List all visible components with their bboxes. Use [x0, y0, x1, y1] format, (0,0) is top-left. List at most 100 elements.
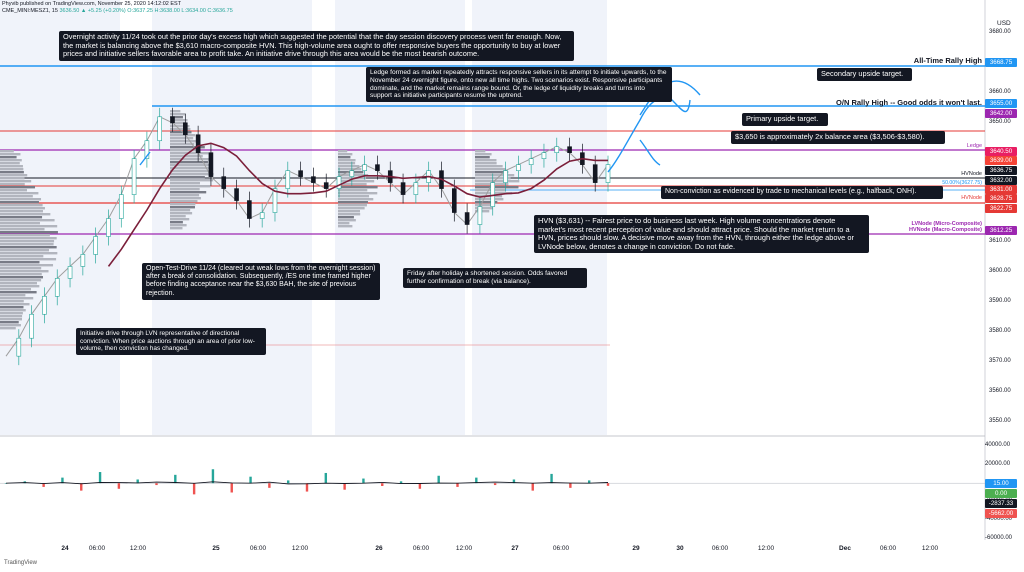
hvnode-mc-label: HVNode (Macro-Composite)	[908, 227, 982, 233]
volume-profile-bar	[170, 215, 186, 218]
volume-profile-bar	[170, 209, 191, 212]
volume-profile-bar	[170, 170, 209, 173]
volume-profile-bar	[0, 219, 55, 222]
volume-profile-bar	[0, 228, 45, 231]
volume-profile-bar	[475, 150, 486, 153]
volume-profile-bar	[338, 201, 368, 204]
volume-profile-bar	[0, 309, 26, 312]
time-axis-label: 26	[375, 545, 383, 552]
osc-bar	[286, 480, 290, 484]
volume-profile-bar	[170, 134, 196, 137]
volume-profile-bar	[0, 189, 27, 192]
osc-bar	[230, 483, 233, 493]
volume-profile-bar	[170, 128, 191, 131]
chart-header: Phyvib published on TradingView.com, Nov…	[2, 1, 233, 15]
candle-body	[234, 188, 239, 201]
price-pill: 3655.00	[985, 99, 1017, 108]
halfback-label: 50.00%(3627.75)	[942, 180, 982, 186]
symbol-label[interactable]: CME_MINI:MESZ1, 15	[2, 8, 58, 14]
price-pill: 3628.75	[985, 194, 1017, 203]
candle-body	[42, 296, 47, 315]
note-overnight-activity: Overnight activity 11/24 took out the pr…	[59, 31, 574, 61]
price-pill: 3642.00	[985, 109, 1017, 118]
volume-profile-bar	[0, 267, 42, 270]
volume-profile-bar	[0, 204, 43, 207]
volume-profile-bar	[0, 150, 14, 153]
volume-profile-bar	[0, 294, 26, 297]
volume-profile-bar	[0, 234, 50, 237]
volume-profile-bar	[0, 165, 23, 168]
volume-profile-bar	[170, 125, 190, 128]
candle-body	[375, 164, 380, 171]
volume-profile-bar	[0, 270, 49, 273]
volume-profile-bar	[170, 167, 212, 170]
osc-bar	[475, 477, 478, 484]
osc-bar	[155, 483, 158, 486]
volume-profile-bar	[0, 264, 54, 267]
candle-body	[170, 116, 175, 124]
osc-pill: -5662.00	[985, 509, 1017, 518]
price-axis-label: 3560.00	[989, 388, 1011, 395]
volume-profile-bar	[0, 216, 43, 219]
volume-profile-bar	[0, 318, 23, 321]
candle-body	[106, 218, 111, 237]
time-axis-label: 06:00	[412, 545, 430, 552]
volume-profile-bar	[0, 222, 40, 225]
volume-profile-bar	[338, 153, 353, 156]
volume-profile-bar	[0, 312, 23, 315]
time-axis-label: 06:00	[552, 545, 570, 552]
volume-profile-bar	[170, 179, 214, 182]
volume-profile-bar	[170, 143, 195, 146]
volume-profile-bar	[0, 297, 34, 300]
hvnode-label-1: HVNode	[961, 171, 982, 177]
time-axis-label: 12:00	[291, 545, 309, 552]
volume-profile-bar	[0, 243, 54, 246]
volume-profile-bar	[170, 119, 188, 122]
price-pill: 3636.75	[985, 166, 1017, 175]
volume-profile-bar	[338, 198, 374, 201]
note-friday: Friday after holiday a shortened session…	[403, 268, 587, 288]
onh-label: O/N Rally High -- Good odds it won't las…	[836, 98, 982, 107]
volume-profile-bar	[475, 186, 519, 189]
volume-profile-bar	[170, 182, 200, 185]
volume-profile-bar	[0, 306, 24, 309]
volume-profile-bar	[0, 183, 25, 186]
volume-profile-bar	[170, 131, 192, 134]
volume-profile-bar	[170, 146, 205, 149]
volume-profile-bar	[338, 165, 360, 168]
candle-body	[464, 212, 470, 225]
time-axis-label: 12:00	[757, 545, 775, 552]
candle-body	[247, 200, 252, 219]
volume-profile-bar	[338, 204, 367, 207]
osc-signal-line	[5, 481, 609, 485]
price-axis-label: 3580.00	[989, 328, 1011, 335]
time-axis-label: 06:00	[711, 545, 729, 552]
volume-profile-bar	[0, 180, 32, 183]
candle-body	[311, 176, 316, 183]
osc-bar	[362, 478, 365, 484]
volume-profile-bar	[0, 273, 42, 276]
volume-profile-bar	[475, 171, 509, 174]
osc-axis-label: 40000.00	[985, 442, 1011, 448]
candle-body	[336, 176, 342, 189]
volume-profile-bar	[0, 198, 42, 201]
volume-profile-bar	[0, 249, 49, 252]
ath-label: All-Time Rally High	[913, 56, 982, 65]
note-primary-target: Primary upside target.	[742, 113, 828, 126]
time-axis-label: 27	[511, 545, 519, 552]
volume-profile-bar	[475, 168, 506, 171]
volume-profile-bar	[338, 216, 354, 219]
volume-profile-bar	[170, 116, 183, 119]
lvnode-label: LVNode (Micro-Composite)	[911, 221, 982, 227]
time-axis-label: 29	[632, 545, 640, 552]
volume-profile-bar	[475, 189, 506, 192]
osc-bar	[211, 469, 215, 484]
volume-profile-bar	[170, 122, 187, 125]
volume-profile-bar	[0, 225, 58, 228]
osc-bar	[80, 483, 83, 491]
osc-bar	[493, 483, 497, 486]
time-axis-label: 06:00	[249, 545, 267, 552]
note-secondary-target: Secondary upside target.	[817, 68, 912, 81]
volume-profile-bar	[170, 188, 200, 191]
price-axis-label: 3680.00	[989, 29, 1011, 35]
